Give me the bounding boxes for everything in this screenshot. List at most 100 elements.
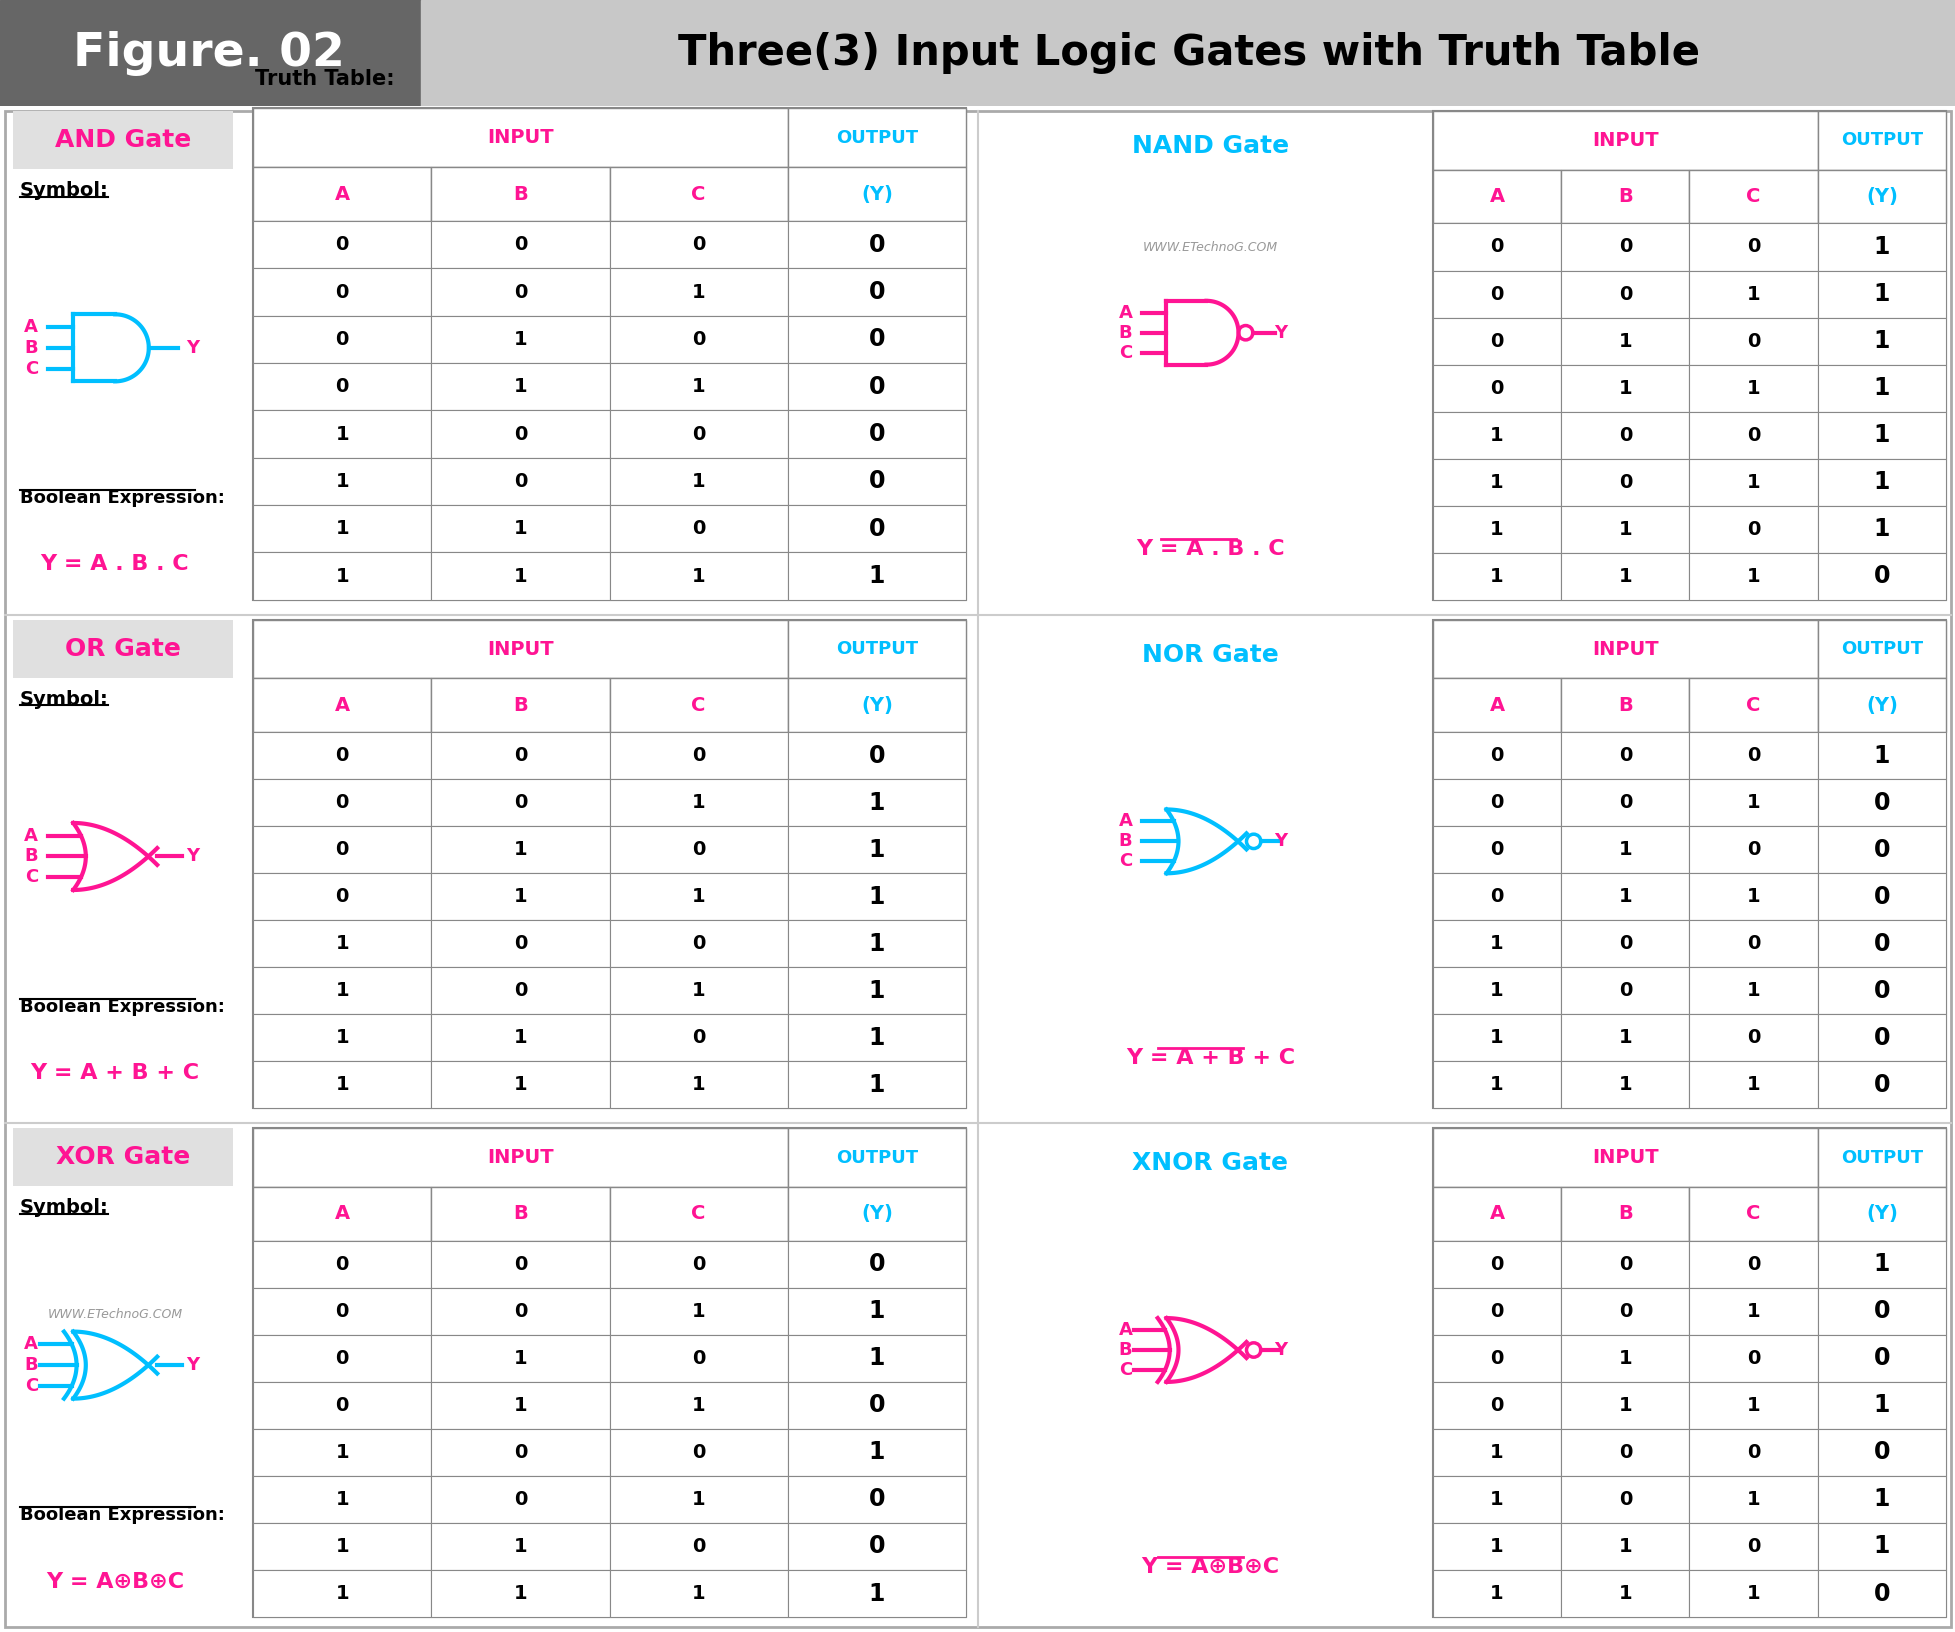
Bar bbox=[1560, 1475, 1689, 1523]
Text: 0: 0 bbox=[514, 793, 526, 813]
Bar bbox=[1816, 1335, 1945, 1382]
Bar bbox=[252, 826, 430, 873]
Bar bbox=[788, 1382, 966, 1430]
Bar bbox=[430, 1570, 610, 1617]
Bar bbox=[1689, 1061, 1816, 1108]
Bar bbox=[1433, 271, 1560, 318]
Bar bbox=[1816, 1288, 1945, 1335]
Text: 0: 0 bbox=[1746, 746, 1760, 765]
Text: 0: 0 bbox=[1490, 746, 1503, 765]
Text: 0: 0 bbox=[692, 1537, 706, 1555]
Text: A: A bbox=[23, 1335, 37, 1353]
Bar bbox=[788, 108, 966, 166]
Text: 0: 0 bbox=[514, 1255, 526, 1273]
Text: 0: 0 bbox=[1490, 793, 1503, 813]
Bar bbox=[252, 317, 430, 364]
Text: 0: 0 bbox=[1873, 1441, 1889, 1464]
Bar bbox=[1689, 224, 1816, 271]
Bar bbox=[1689, 920, 1816, 968]
Text: C: C bbox=[25, 359, 37, 377]
Text: 0: 0 bbox=[1619, 473, 1630, 491]
Bar bbox=[1816, 679, 1945, 733]
Bar bbox=[788, 1430, 966, 1475]
Text: OUTPUT: OUTPUT bbox=[1840, 132, 1922, 150]
Text: 0: 0 bbox=[1873, 885, 1889, 909]
Text: 0: 0 bbox=[514, 282, 526, 302]
Bar bbox=[788, 1240, 966, 1288]
Bar bbox=[1560, 873, 1689, 920]
Bar bbox=[1560, 459, 1689, 506]
Text: 1: 1 bbox=[1873, 282, 1889, 307]
Text: B: B bbox=[23, 847, 37, 865]
Text: 0: 0 bbox=[334, 1348, 348, 1368]
Text: 1: 1 bbox=[514, 1585, 528, 1603]
Bar bbox=[610, 778, 788, 826]
Bar bbox=[1816, 1061, 1945, 1108]
Bar bbox=[1689, 778, 1816, 826]
Bar bbox=[252, 679, 430, 733]
Bar bbox=[1433, 620, 1816, 679]
Bar bbox=[788, 1335, 966, 1382]
Bar bbox=[610, 1523, 788, 1570]
Text: 1: 1 bbox=[1490, 934, 1503, 953]
Bar bbox=[1689, 318, 1816, 364]
Bar bbox=[788, 1186, 966, 1240]
Bar bbox=[1816, 411, 1945, 459]
Text: XNOR Gate: XNOR Gate bbox=[1132, 1151, 1288, 1175]
Text: 0: 0 bbox=[1490, 379, 1503, 398]
Bar bbox=[430, 1061, 610, 1108]
Text: Boolean Expression:: Boolean Expression: bbox=[20, 997, 225, 1015]
Bar bbox=[788, 968, 966, 1015]
Text: 1: 1 bbox=[1490, 1585, 1503, 1603]
Bar bbox=[1560, 364, 1689, 411]
Text: (Y): (Y) bbox=[1865, 695, 1896, 715]
Text: 1: 1 bbox=[1617, 1348, 1630, 1368]
Bar bbox=[430, 317, 610, 364]
Bar bbox=[1689, 733, 1816, 778]
Bar bbox=[252, 108, 966, 601]
Bar bbox=[1816, 318, 1945, 364]
Text: A: A bbox=[1490, 1204, 1503, 1224]
Bar bbox=[1816, 553, 1945, 601]
Text: C: C bbox=[25, 868, 37, 886]
Text: B: B bbox=[1617, 1204, 1632, 1224]
Text: (Y): (Y) bbox=[860, 1204, 891, 1224]
Text: 0: 0 bbox=[868, 375, 886, 398]
Text: 1: 1 bbox=[334, 424, 348, 444]
Bar bbox=[430, 222, 610, 269]
Text: 1: 1 bbox=[334, 1537, 348, 1555]
Bar bbox=[1560, 1335, 1689, 1382]
Bar bbox=[1433, 1061, 1560, 1108]
Text: C: C bbox=[1118, 852, 1132, 870]
Bar bbox=[252, 778, 430, 826]
Text: 1: 1 bbox=[1746, 1302, 1760, 1320]
Text: B: B bbox=[1118, 832, 1132, 850]
Text: 1: 1 bbox=[1746, 473, 1760, 491]
Text: 1: 1 bbox=[334, 472, 348, 491]
Text: 0: 0 bbox=[1873, 1027, 1889, 1049]
Text: 1: 1 bbox=[1873, 375, 1889, 400]
Text: Symbol:: Symbol: bbox=[20, 689, 109, 708]
Text: 1: 1 bbox=[692, 1302, 706, 1320]
Bar bbox=[1816, 873, 1945, 920]
Bar bbox=[430, 1523, 610, 1570]
Bar bbox=[252, 1186, 430, 1240]
Text: 0: 0 bbox=[1746, 934, 1760, 953]
Text: 1: 1 bbox=[1617, 1537, 1630, 1555]
Text: 0: 0 bbox=[334, 793, 348, 813]
Text: 1: 1 bbox=[692, 1075, 706, 1095]
Text: Y: Y bbox=[1275, 1342, 1286, 1359]
Bar bbox=[1433, 1240, 1560, 1288]
Bar bbox=[610, 553, 788, 601]
Text: 0: 0 bbox=[514, 746, 526, 765]
Bar bbox=[1816, 920, 1945, 968]
Text: 1: 1 bbox=[334, 566, 348, 586]
Bar bbox=[252, 620, 966, 1108]
Bar bbox=[430, 411, 610, 459]
Text: Y: Y bbox=[1275, 832, 1286, 850]
Text: 1: 1 bbox=[334, 1490, 348, 1510]
Text: 1: 1 bbox=[334, 1585, 348, 1603]
Bar bbox=[1689, 1475, 1816, 1523]
Text: 1: 1 bbox=[1746, 1395, 1760, 1415]
Text: 0: 0 bbox=[1873, 790, 1889, 814]
